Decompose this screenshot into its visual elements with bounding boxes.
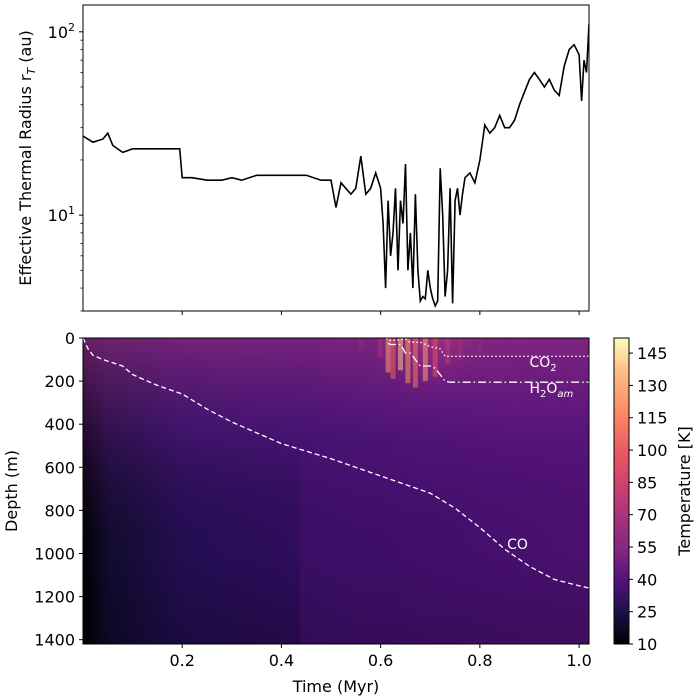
front-label: CO [507,537,528,553]
colorbar-tick-label: 145 [637,344,668,363]
bottom-y-axis-label: Depth (m) [2,450,21,532]
bottom-y-tick-label: 0 [65,329,75,348]
front-line-dashdot [387,342,589,383]
bottom-y-tick-label: 1000 [34,544,75,563]
bottom-x-tick-label: 0.6 [368,651,393,670]
bottom-x-axis-label: Time (Myr) [292,677,380,696]
bottom-plot-frame [82,337,590,645]
bottom-x-tick-label: 0.8 [467,651,492,670]
thermal-radius-panel: 101 102 Effective Thermal Radius rT (au) [16,4,590,315]
colorbar-tick-label: 40 [637,570,657,589]
bottom-y-tick-label: 1200 [34,588,75,607]
colorbar-tick-label: 25 [637,603,657,622]
temperature-heatmap-panel: 0 200 400 600 800 1000 1200 1400 0.2 0.4 0.6 0.8 1.… [2,329,592,696]
heat-streak [445,338,451,364]
top-plot-area [83,5,589,311]
thermal-radius-line [83,24,589,308]
top-y-axis-label: Effective Thermal Radius rT (au) [16,30,38,285]
colorbar-tick-label: 55 [637,538,657,557]
heat-streak [385,338,391,373]
heat-streak [432,338,438,377]
heat-streak [422,338,428,382]
front-label: H2Oam [529,381,573,400]
heat-streak [457,338,463,360]
bottom-x-tick-label: 0.4 [269,651,294,670]
bottom-y-tick-label: 600 [44,458,75,477]
bottom-y-tick-label: 200 [44,372,75,391]
colorbar-gradient [613,337,630,645]
top-y-tick-label: 102 [48,21,75,42]
heat-streak [502,338,508,349]
colorbar-tick-label: 100 [637,441,668,460]
colorbar-tick-label: 115 [637,409,668,428]
heat-streak [412,338,418,388]
bottom-x-tick-label: 0.2 [169,651,194,670]
front-line-dotted [386,338,589,357]
heat-streak [358,338,364,351]
colorbar-tick-label: 70 [637,506,657,525]
colorbar: 10 25 40 55 70 85 100 115 130 145 Temperature [K] [613,337,694,654]
heat-streak [378,338,384,358]
bottom-y-tick-label: 1400 [34,631,75,650]
colorbar-tick-label: 10 [637,635,657,654]
colorbar-tick-label: 130 [637,376,668,395]
colorbar-tick-label: 85 [637,473,657,492]
bottom-y-tick-label: 400 [44,415,75,434]
top-plot-frame [82,4,590,312]
front-label: CO2 [529,355,556,374]
bottom-y-tick-label: 800 [44,501,75,520]
colorbar-label: Temperature [K] [675,426,694,556]
front-line-dashed [83,338,589,589]
bottom-x-tick-label: 1.0 [566,651,591,670]
top-y-tick-label: 101 [48,204,75,225]
heat-streak [397,338,403,371]
heat-streak [477,338,483,354]
heat-streak [405,338,411,384]
heat-streak [390,338,396,379]
